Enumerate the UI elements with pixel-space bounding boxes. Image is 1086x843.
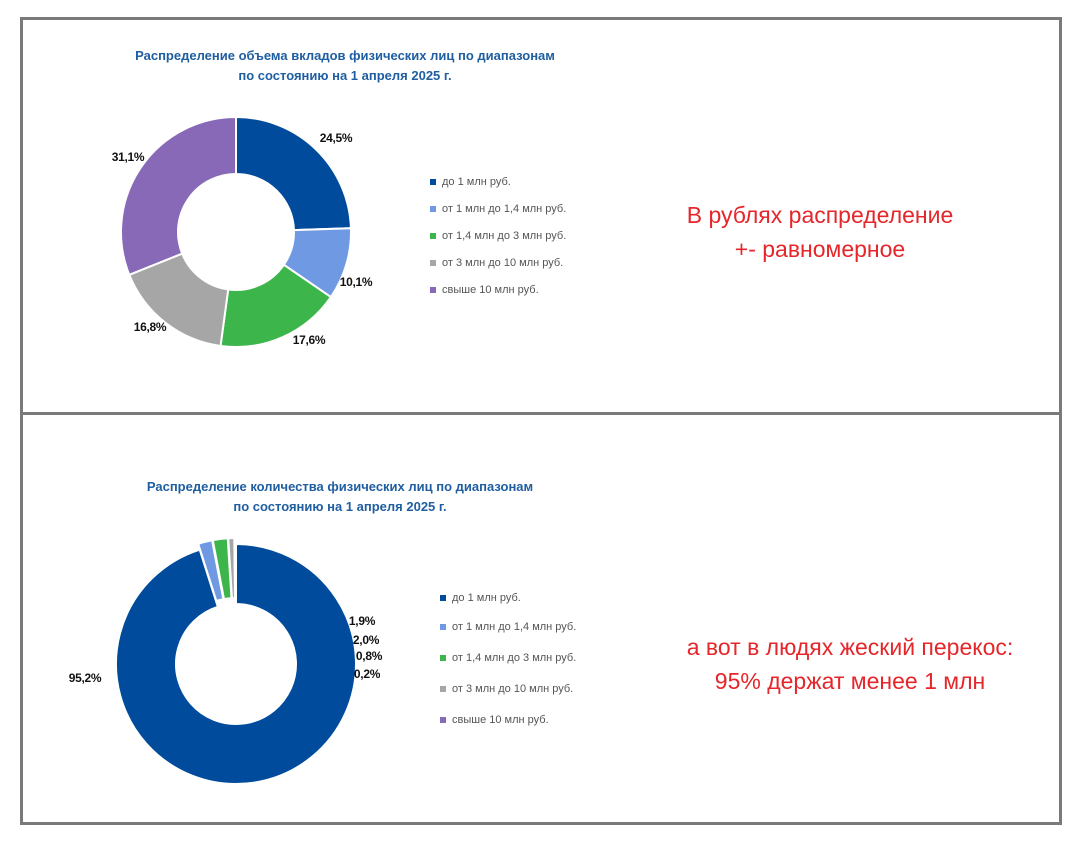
legend-item: от 1,4 млн до 3 млн руб. <box>440 642 576 673</box>
data-label: 24,5% <box>320 131 353 145</box>
legend-item: свыше 10 млн руб. <box>430 276 566 303</box>
data-label: 2,0% <box>353 633 380 647</box>
legend-swatch <box>440 654 446 661</box>
chart-1-donut: 24,5% 10,1% 17,6% 16,8% 31,1% <box>112 115 373 348</box>
legend-item: до 1 млн руб. <box>440 584 576 611</box>
donut-slice <box>233 536 237 600</box>
legend-label: от 1 млн до 1,4 млн руб. <box>452 620 577 633</box>
data-label: 17,6% <box>293 333 326 347</box>
legend-label: до 1 млн руб. <box>452 591 521 604</box>
data-label: 10,1% <box>340 275 373 289</box>
chart-1-title-line-1: Распределение объема вкладов физических … <box>135 48 555 63</box>
data-label: 16,8% <box>134 320 167 334</box>
legend-swatch <box>440 716 446 723</box>
data-label: 1,9% <box>349 614 376 628</box>
legend-item: до 1 млн руб. <box>430 168 566 195</box>
legend-label: от 1 млн до 1,4 млн руб. <box>442 202 567 215</box>
chart-1-legend: до 1 млн руб. от 1 млн до 1,4 млн руб. о… <box>430 168 566 303</box>
donut-slice <box>235 115 352 232</box>
annotation-top-line-2: +- равномерное <box>734 236 906 262</box>
legend-item: от 1 млн до 1,4 млн руб. <box>430 195 566 222</box>
chart-2-title: Распределение количества физических лиц … <box>110 477 570 517</box>
donut-slice <box>120 115 237 277</box>
legend-swatch <box>430 259 436 266</box>
chart-2-legend: до 1 млн руб. от 1 млн до 1,4 млн руб. о… <box>440 584 576 735</box>
annotation-bottom: а вот в людях жеский перекос: 95% держат… <box>660 630 1040 698</box>
legend-label: от 1,4 млн до 3 млн руб. <box>452 651 577 664</box>
legend-item: от 3 млн до 10 млн руб. <box>440 673 576 704</box>
legend-label: до 1 млн руб. <box>442 175 511 188</box>
legend-label: от 3 млн до 10 млн руб. <box>442 256 564 269</box>
legend-swatch <box>430 286 436 293</box>
legend-swatch <box>430 205 436 212</box>
legend-label: от 1,4 млн до 3 млн руб. <box>442 229 567 242</box>
data-label: 0,2% <box>354 667 381 681</box>
donut-slice <box>115 542 357 785</box>
annotation-bottom-line-1: а вот в людях жеский перекос: <box>686 634 1014 660</box>
data-label: 0,8% <box>356 649 383 663</box>
data-label: 31,1% <box>112 150 145 164</box>
legend-swatch <box>440 623 446 630</box>
chart-2-donut: 95,2% 1,9% 2,0% 0,8% 0,2% <box>69 536 383 785</box>
chart-1-title-line-2: по состоянию на 1 апреля 2025 г. <box>238 68 452 83</box>
legend-item: от 1,4 млн до 3 млн руб. <box>430 222 566 249</box>
legend-swatch <box>430 232 436 239</box>
legend-item: от 1 млн до 1,4 млн руб. <box>440 611 576 642</box>
legend-label: свыше 10 млн руб. <box>452 713 549 726</box>
legend-label: от 3 млн до 10 млн руб. <box>452 682 574 695</box>
annotation-bottom-line-2: 95% держат менее 1 млн <box>714 668 986 694</box>
chart-2-title-line-2: по состоянию на 1 апреля 2025 г. <box>233 499 447 514</box>
chart-2-title-line-1: Распределение количества физических лиц … <box>146 479 534 494</box>
annotation-top: В рублях распределение +- равномерное <box>640 198 1000 266</box>
legend-swatch <box>430 178 436 185</box>
chart-1-title: Распределение объема вкладов физических … <box>110 46 580 86</box>
legend-item: от 3 млн до 10 млн руб. <box>430 249 566 276</box>
legend-label: свыше 10 млн руб. <box>442 283 539 296</box>
data-label: 95,2% <box>69 671 102 685</box>
legend-item: свыше 10 млн руб. <box>440 704 576 735</box>
legend-swatch <box>440 594 446 601</box>
annotation-top-line-1: В рублях распределение <box>686 202 954 228</box>
section-divider <box>20 412 1062 415</box>
legend-swatch <box>440 685 446 692</box>
screenshot-frame <box>20 17 1062 825</box>
